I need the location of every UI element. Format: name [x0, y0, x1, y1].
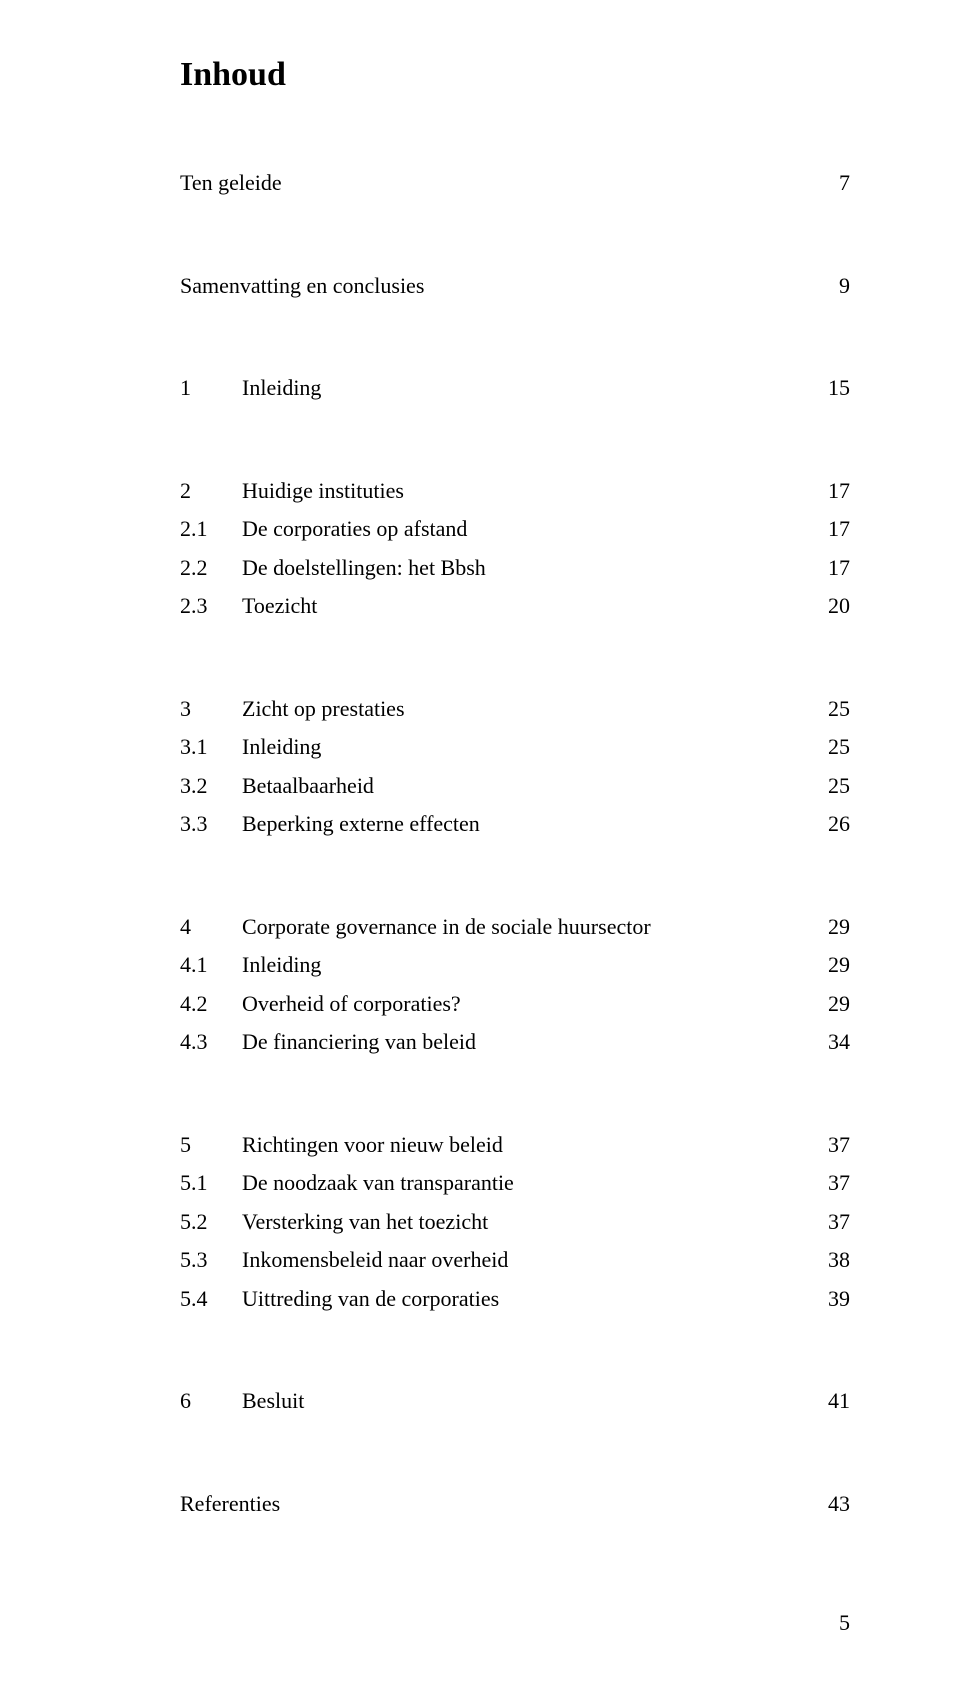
toc-group: 3Zicht op prestaties253.1Inleiding253.2B…: [180, 690, 850, 844]
toc-entry-label: Besluit: [242, 1382, 790, 1421]
toc-entry-label: Inleiding: [242, 369, 790, 408]
toc-entry-label: Toezicht: [242, 587, 790, 626]
toc-entry-label: Referenties: [180, 1485, 790, 1524]
toc-entry-label: De noodzaak van transparantie: [242, 1164, 790, 1203]
toc-entry-label: Corporate governance in de sociale huurs…: [242, 908, 790, 947]
toc-entry-page: 37: [790, 1203, 850, 1242]
toc-row: 2Huidige instituties17: [180, 472, 850, 511]
toc-entry-page: 37: [790, 1164, 850, 1203]
toc-entry-number: 3.3: [180, 805, 242, 844]
toc-entry-page: 17: [790, 549, 850, 588]
toc-entry-page: 37: [790, 1126, 850, 1165]
toc-entry-page: 9: [790, 267, 850, 306]
toc-row: 3.1Inleiding25: [180, 728, 850, 767]
toc-container: Ten geleide7 Samenvatting en conclusies9 1…: [180, 164, 850, 1523]
toc-entry-number: 2.3: [180, 587, 242, 626]
toc-entry-page: 25: [790, 690, 850, 729]
toc-entry-label: Samenvatting en conclusies: [180, 267, 790, 306]
toc-row: 4Corporate governance in de sociale huur…: [180, 908, 850, 947]
toc-entry-number: 3.2: [180, 767, 242, 806]
toc-row: 4.2Overheid of corporaties?29: [180, 985, 850, 1024]
toc-entry-label: Beperking externe effecten: [242, 805, 790, 844]
toc-entry-label: Versterking van het toezicht: [242, 1203, 790, 1242]
toc-group: 2Huidige instituties172.1De corporaties …: [180, 472, 850, 626]
toc-group: 1Inleiding15: [180, 369, 850, 408]
toc-entry-page: 17: [790, 472, 850, 511]
toc-entry-label: Inleiding: [242, 728, 790, 767]
toc-entry-page: 39: [790, 1280, 850, 1319]
toc-entry-label: Inkomensbeleid naar overheid: [242, 1241, 790, 1280]
toc-row: 3Zicht op prestaties25: [180, 690, 850, 729]
toc-entry-number: 2.1: [180, 510, 242, 549]
toc-entry-number: 3.1: [180, 728, 242, 767]
toc-entry-label: De financiering van beleid: [242, 1023, 790, 1062]
toc-entry-page: 29: [790, 985, 850, 1024]
toc-entry-number: 5.3: [180, 1241, 242, 1280]
toc-entry-page: 7: [790, 164, 850, 203]
toc-entry-number: 4.3: [180, 1023, 242, 1062]
toc-entry-label: De doelstellingen: het Bbsh: [242, 549, 790, 588]
toc-entry-number: 6: [180, 1382, 242, 1421]
toc-entry-number: 1: [180, 369, 242, 408]
toc-entry-page: 17: [790, 510, 850, 549]
toc-entry-page: 29: [790, 946, 850, 985]
toc-row: 2.2De doelstellingen: het Bbsh17: [180, 549, 850, 588]
toc-entry-label: Inleiding: [242, 946, 790, 985]
toc-row: 3.3Beperking externe effecten26: [180, 805, 850, 844]
toc-entry-number: 5.2: [180, 1203, 242, 1242]
toc-entry-number: 2: [180, 472, 242, 511]
toc-entry-page: 20: [790, 587, 850, 626]
toc-title: Inhoud: [180, 56, 850, 94]
toc-group: 4Corporate governance in de sociale huur…: [180, 908, 850, 1062]
toc-row: 2.1De corporaties op afstand17: [180, 510, 850, 549]
toc-entry-page: 43: [790, 1485, 850, 1524]
toc-row: 4.1Inleiding29: [180, 946, 850, 985]
toc-group: 6Besluit41: [180, 1382, 850, 1421]
toc-row: Ten geleide7: [180, 164, 850, 203]
toc-row: Samenvatting en conclusies9: [180, 267, 850, 306]
page-number: 5: [839, 1610, 850, 1636]
toc-row: 3.2Betaalbaarheid25: [180, 767, 850, 806]
toc-entry-page: 29: [790, 908, 850, 947]
toc-group: Referenties43: [180, 1485, 850, 1524]
toc-entry-number: 4.2: [180, 985, 242, 1024]
toc-entry-number: 5.4: [180, 1280, 242, 1319]
toc-row: 1Inleiding15: [180, 369, 850, 408]
toc-row: 5.1De noodzaak van transparantie37: [180, 1164, 850, 1203]
toc-entry-number: 2.2: [180, 549, 242, 588]
toc-row: 5.2Versterking van het toezicht37: [180, 1203, 850, 1242]
toc-row: 5.4Uittreding van de corporaties39: [180, 1280, 850, 1319]
toc-entry-page: 25: [790, 767, 850, 806]
toc-entry-page: 15: [790, 369, 850, 408]
toc-row: 2.3Toezicht20: [180, 587, 850, 626]
toc-row: 4.3De financiering van beleid34: [180, 1023, 850, 1062]
toc-entry-label: Richtingen voor nieuw beleid: [242, 1126, 790, 1165]
toc-row: 5Richtingen voor nieuw beleid37: [180, 1126, 850, 1165]
toc-entry-label: Huidige instituties: [242, 472, 790, 511]
toc-entry-page: 41: [790, 1382, 850, 1421]
toc-entry-number: 4.1: [180, 946, 242, 985]
toc-group: Ten geleide7: [180, 164, 850, 203]
toc-entry-number: 5: [180, 1126, 242, 1165]
toc-entry-label: Betaalbaarheid: [242, 767, 790, 806]
toc-entry-label: Ten geleide: [180, 164, 790, 203]
toc-group: 5Richtingen voor nieuw beleid375.1De noo…: [180, 1126, 850, 1319]
toc-entry-label: Uittreding van de corporaties: [242, 1280, 790, 1319]
toc-entry-page: 25: [790, 728, 850, 767]
toc-entry-label: Zicht op prestaties: [242, 690, 790, 729]
toc-group: Samenvatting en conclusies9: [180, 267, 850, 306]
toc-entry-page: 38: [790, 1241, 850, 1280]
toc-entry-number: 4: [180, 908, 242, 947]
toc-entry-page: 34: [790, 1023, 850, 1062]
toc-row: 6Besluit41: [180, 1382, 850, 1421]
toc-row: Referenties43: [180, 1485, 850, 1524]
toc-entry-label: De corporaties op afstand: [242, 510, 790, 549]
toc-entry-label: Overheid of corporaties?: [242, 985, 790, 1024]
toc-row: 5.3Inkomensbeleid naar overheid38: [180, 1241, 850, 1280]
toc-entry-number: 5.1: [180, 1164, 242, 1203]
toc-entry-page: 26: [790, 805, 850, 844]
toc-entry-number: 3: [180, 690, 242, 729]
